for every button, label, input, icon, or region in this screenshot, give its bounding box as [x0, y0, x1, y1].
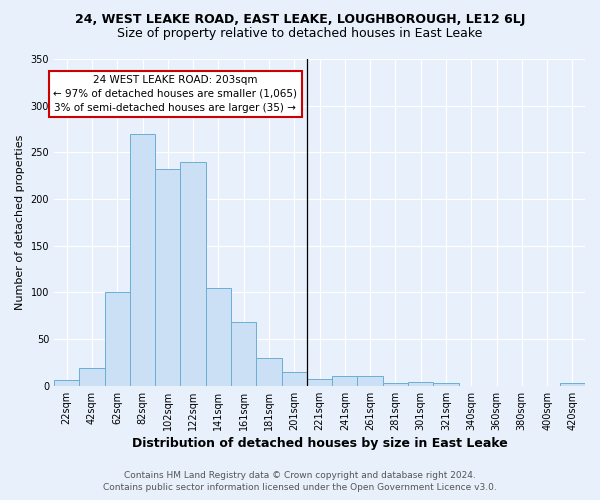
Bar — [130, 134, 155, 386]
Bar — [256, 358, 281, 386]
Bar — [433, 383, 458, 386]
Bar — [54, 380, 79, 386]
Bar — [307, 380, 332, 386]
Text: 24 WEST LEAKE ROAD: 203sqm
← 97% of detached houses are smaller (1,065)
3% of se: 24 WEST LEAKE ROAD: 203sqm ← 97% of deta… — [53, 75, 298, 113]
Bar — [358, 376, 383, 386]
Bar — [408, 382, 433, 386]
Bar — [383, 383, 408, 386]
Text: Size of property relative to detached houses in East Leake: Size of property relative to detached ho… — [118, 28, 482, 40]
Bar — [181, 162, 206, 386]
Y-axis label: Number of detached properties: Number of detached properties — [15, 134, 25, 310]
Bar — [79, 368, 104, 386]
X-axis label: Distribution of detached houses by size in East Leake: Distribution of detached houses by size … — [131, 437, 508, 450]
Text: 24, WEST LEAKE ROAD, EAST LEAKE, LOUGHBOROUGH, LE12 6LJ: 24, WEST LEAKE ROAD, EAST LEAKE, LOUGHBO… — [75, 12, 525, 26]
Bar — [155, 169, 181, 386]
Text: Contains HM Land Registry data © Crown copyright and database right 2024.
Contai: Contains HM Land Registry data © Crown c… — [103, 471, 497, 492]
Bar — [231, 322, 256, 386]
Bar — [104, 292, 130, 386]
Bar — [560, 383, 585, 386]
Bar — [332, 376, 358, 386]
Bar — [281, 372, 307, 386]
Bar — [206, 288, 231, 386]
